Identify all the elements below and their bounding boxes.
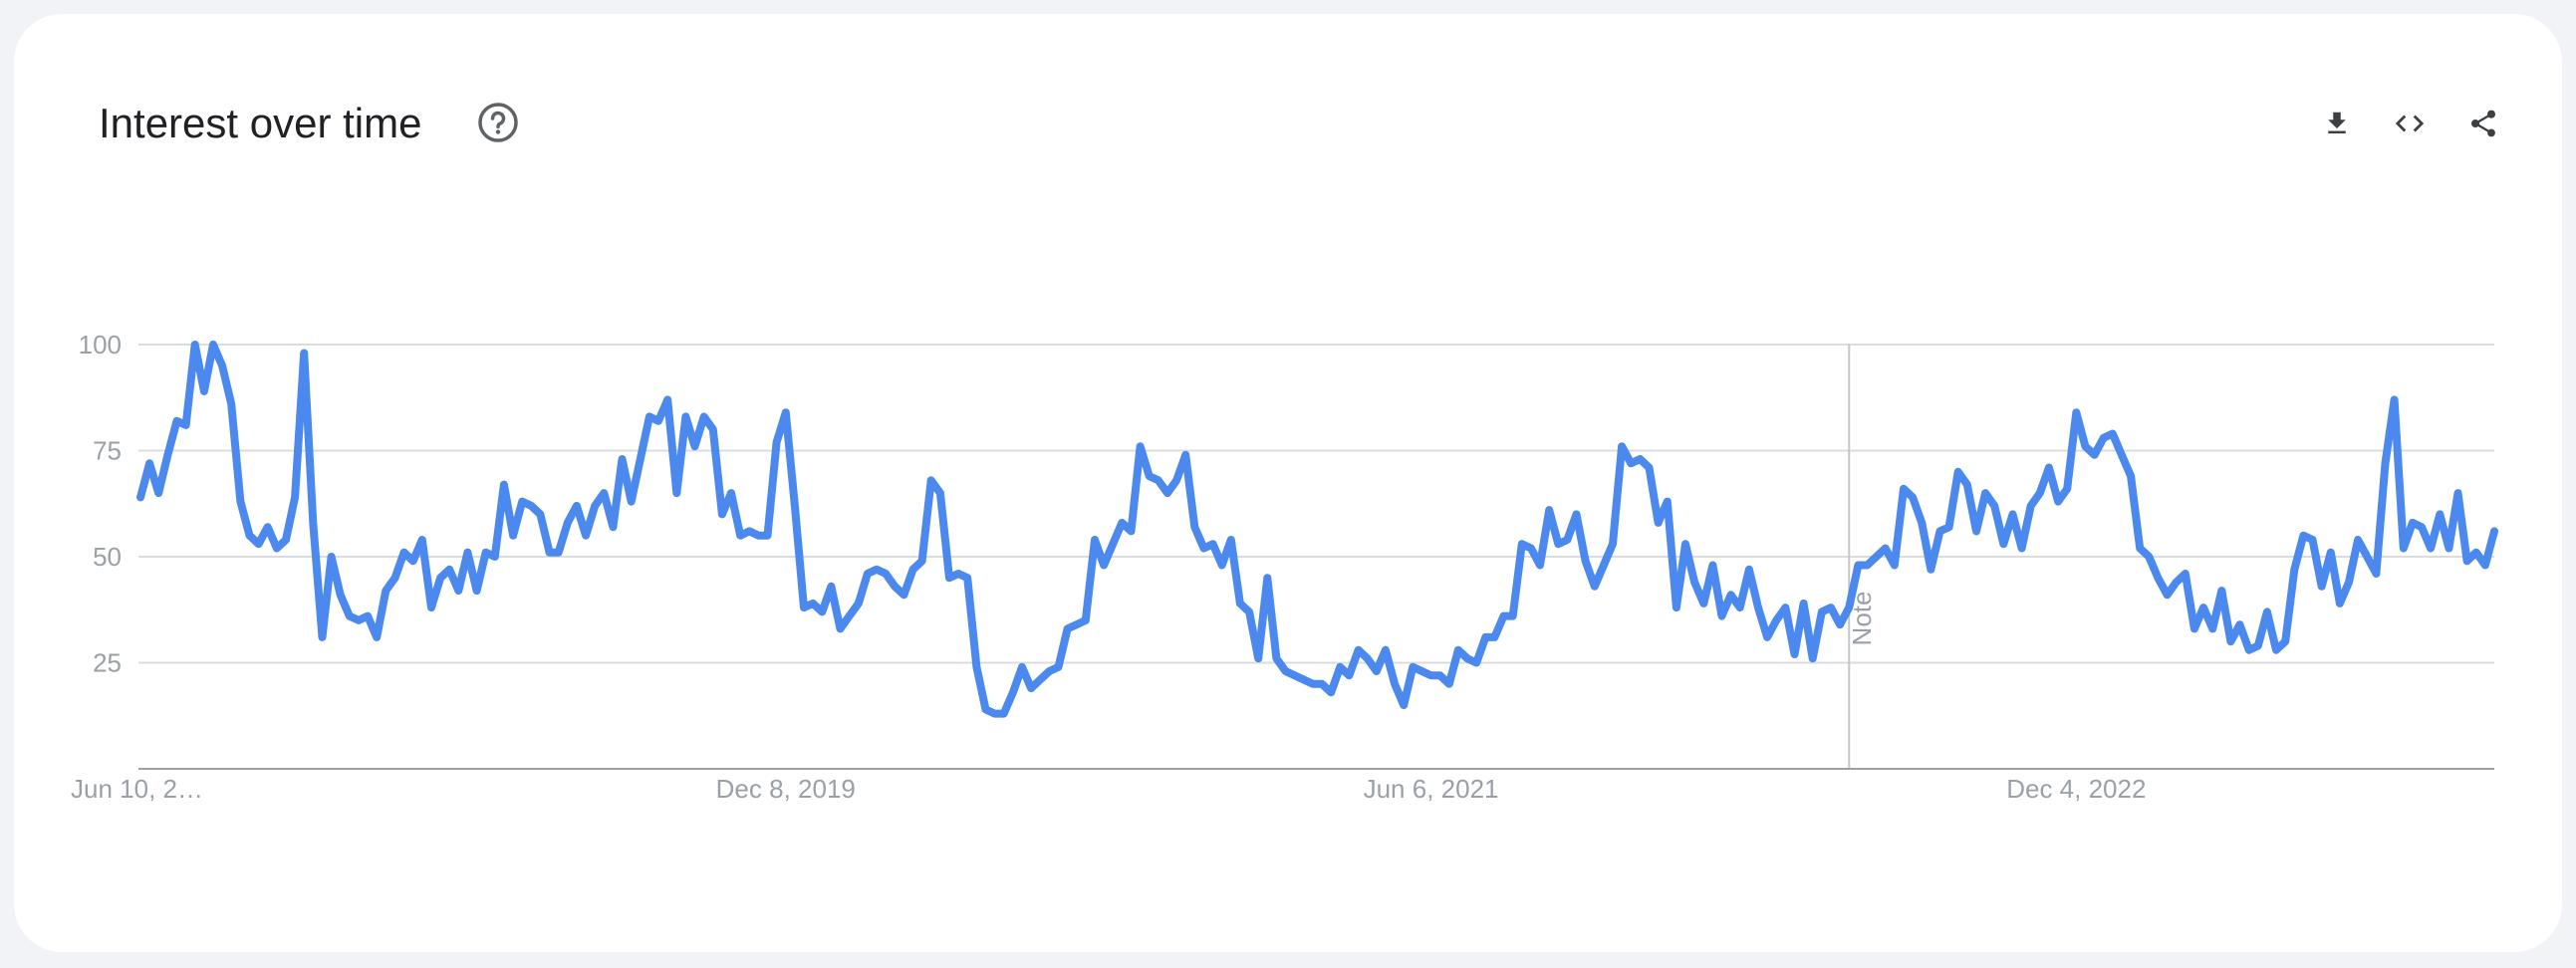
x-tick-label: Dec 8, 2019 xyxy=(716,774,856,804)
y-tick-label: 100 xyxy=(79,330,122,360)
x-tick-label: Jun 10, 2… xyxy=(71,774,203,804)
y-tick-label: 50 xyxy=(93,542,122,572)
download-icon xyxy=(2328,112,2346,133)
share-icon xyxy=(2471,110,2495,137)
download-button[interactable] xyxy=(2315,102,2359,145)
share-button[interactable] xyxy=(2461,102,2505,145)
x-tick-label: Jun 6, 2021 xyxy=(1364,774,1499,804)
chart-title: Interest over time xyxy=(99,100,422,146)
y-tick-label: 75 xyxy=(93,436,122,466)
embed-button[interactable] xyxy=(2388,102,2432,145)
chart-card: Interest over time 25 50 75 100 Note Jun 10… xyxy=(14,14,2562,952)
help-circle-icon[interactable] xyxy=(477,102,519,143)
gridlines xyxy=(138,344,2494,664)
y-axis-ticks: 25 50 75 100 xyxy=(79,330,122,678)
x-tick-label: Dec 4, 2022 xyxy=(2006,774,2146,804)
code-icon xyxy=(2395,115,2425,132)
series-line xyxy=(136,341,2498,718)
y-tick-label: 25 xyxy=(93,648,122,678)
x-axis-ticks: Jun 10, 2… Dec 8, 2019 Jun 6, 2021 Dec 4, 2… xyxy=(71,774,2146,804)
